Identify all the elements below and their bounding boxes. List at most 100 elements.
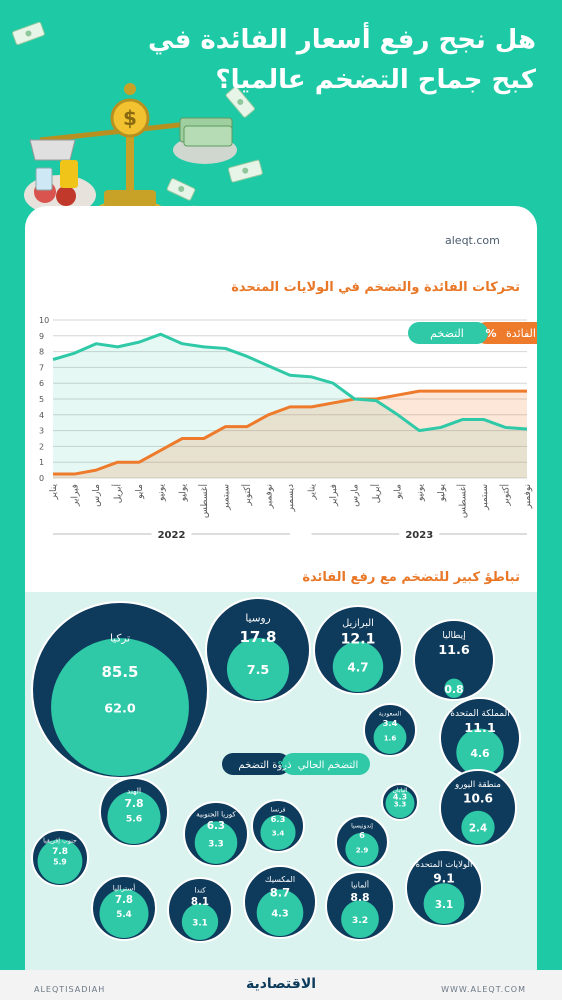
social-handle[interactable]: ALEQTISADIAH — [34, 985, 106, 994]
peak-value: 8.1 — [191, 896, 209, 908]
current-value: 2.4 — [469, 823, 487, 835]
current-value: 0.8 — [444, 683, 463, 696]
bubble-chart-title: تباطؤ كبير للتضخم مع رفع الفائدة — [302, 570, 520, 585]
country-bubble: 9.1 3.1 الولايات المتحدة — [405, 849, 483, 927]
peak-value: 3.4 — [383, 718, 398, 728]
country-bubble: 7.8 5.4 أستراليا — [91, 875, 157, 941]
x-tick-label: أغسطس — [198, 484, 210, 518]
line-chart: 0 1 2 3 4 5 6 7 8 9 10 يناير فبراير مارس أبريل مايو يون… — [39, 316, 537, 541]
country-bubble: 17.8 7.5 روسيا — [205, 597, 311, 703]
legend-peak-pill — [222, 753, 290, 775]
peak-value: 10.6 — [463, 791, 493, 805]
country-bubble: 7.8 5.6 الهند — [99, 777, 169, 847]
current-value: 3.3 — [394, 800, 407, 808]
x-tick-label: يونيو — [415, 484, 425, 503]
country-bubble: 8.8 3.2 ألمانيا — [325, 871, 395, 941]
current-bubble — [341, 900, 379, 938]
bubble-legend: ذروة التضخم % التضخم الحالي — [222, 753, 370, 775]
x-tick-label: أبريل — [112, 484, 124, 503]
country-bubble: 6 2.9 إندونيسيا — [335, 815, 389, 869]
svg-text:$: $ — [123, 106, 137, 130]
country-name: كوريا الجنوبية — [196, 809, 236, 818]
page-title: هل نجح رفع أسعار الفائدة في كبح جماح الت… — [148, 25, 536, 95]
line-chart-title: تحركات الفائدة والتضخم في الولايات المتح… — [231, 280, 520, 295]
bubbles: 85.5 62.0 تركيا 17.8 7.5 روسيا 12.1 4.7 البرازيل… — [31, 597, 521, 943]
money-bill-icon — [227, 159, 263, 183]
x-tick-label: ديسمبر — [286, 484, 296, 512]
y-tick-label: 8 — [39, 348, 44, 357]
current-bubble — [444, 678, 464, 698]
current-bubble — [51, 638, 189, 776]
current-value: 5.9 — [53, 858, 66, 867]
current-value: 5.4 — [116, 910, 131, 920]
footer — [0, 970, 562, 1000]
chart-grid — [53, 319, 527, 479]
current-bubble — [107, 790, 161, 844]
legend-unit: % — [485, 327, 496, 340]
country-name: كندا — [194, 885, 206, 894]
y-tick-label: 2 — [39, 442, 44, 451]
y-tick-label: 0 — [39, 474, 44, 483]
footer-site-link[interactable]: WWW.ALEQT.COM — [441, 985, 526, 994]
x-tick-label: مايو — [394, 484, 404, 500]
peak-value: 7.8 — [124, 797, 143, 810]
peak-bubble — [439, 769, 517, 847]
x-tick-label: مارس — [351, 484, 361, 507]
current-value: 4.3 — [271, 909, 289, 920]
x-tick-label: يناير — [49, 484, 59, 501]
legend-interest-label: الفائدة — [506, 327, 536, 340]
current-value: 62.0 — [104, 701, 136, 716]
y-tick-label: 7 — [39, 363, 44, 372]
current-bubble — [260, 814, 296, 850]
x-tick-label: يونيو — [157, 484, 167, 503]
interest-line — [53, 389, 527, 476]
country-name: جنوب إفريقيا — [43, 838, 77, 845]
x-tick-label: أبريل — [370, 484, 382, 503]
chart-card — [25, 206, 537, 596]
legend-interest-pill — [475, 322, 537, 344]
legend-inflation-pill — [408, 322, 488, 344]
country-bubble: 8.7 4.3 المكسيك — [243, 865, 317, 939]
x-tick-label: نوفمبر — [523, 484, 533, 509]
current-bubble — [456, 728, 504, 776]
peak-value: 8.7 — [270, 886, 290, 900]
country-name: اليابان — [392, 787, 407, 794]
site-url[interactable]: aleqt.com — [445, 234, 500, 247]
y-tick-label: 6 — [39, 379, 44, 388]
y-tick-label: 4 — [39, 411, 44, 420]
current-bubble — [385, 788, 415, 818]
country-bubble: 6.3 3.3 كوريا الجنوبية — [183, 801, 249, 867]
money-bill-icon — [12, 21, 45, 46]
country-name: أستراليا — [113, 883, 136, 892]
x-tick-label: أكتوبر — [499, 484, 511, 507]
legend-inflation-label: التضخم — [430, 327, 464, 340]
current-bubble — [226, 637, 290, 700]
country-name: ألمانيا — [351, 879, 369, 889]
peak-value: 6.3 — [271, 814, 286, 824]
peak-value: 17.8 — [239, 628, 276, 646]
current-value: 3.1 — [192, 918, 207, 928]
country-name: البرازيل — [342, 618, 374, 629]
country-name: الهند — [127, 786, 141, 795]
country-bubble: 11.1 4.6 المملكة المتحدة — [439, 697, 521, 779]
current-value: 3.3 — [208, 839, 223, 849]
country-name: إندونيسيا — [351, 823, 373, 830]
bubble-chart: 85.5 62.0 تركيا 17.8 7.5 روسيا 12.1 4.7 البرازيل… — [31, 597, 521, 943]
peak-value: 4.3 — [393, 792, 407, 801]
country-bubble: 8.1 3.1 كندا — [167, 877, 233, 943]
money-bill-icon — [225, 86, 255, 118]
current-value: 3.1 — [435, 899, 453, 911]
legend-unit: % — [278, 760, 288, 771]
chart-lines — [52, 332, 528, 476]
country-name: الولايات المتحدة — [416, 860, 473, 870]
country-bubble: 4.33.3 اليابان — [381, 783, 419, 821]
peak-bubble — [413, 619, 495, 701]
current-bubble — [332, 641, 384, 692]
current-bubble — [423, 883, 465, 924]
y-tick-label: 3 — [39, 427, 44, 436]
country-name: روسيا — [245, 612, 270, 624]
country-bubble: 12.1 4.7 البرازيل — [313, 605, 403, 695]
x-tick-label: أغسطس — [456, 484, 468, 518]
x-tick-label: مارس — [92, 484, 102, 507]
x-tick-label: فبراير — [329, 484, 339, 507]
